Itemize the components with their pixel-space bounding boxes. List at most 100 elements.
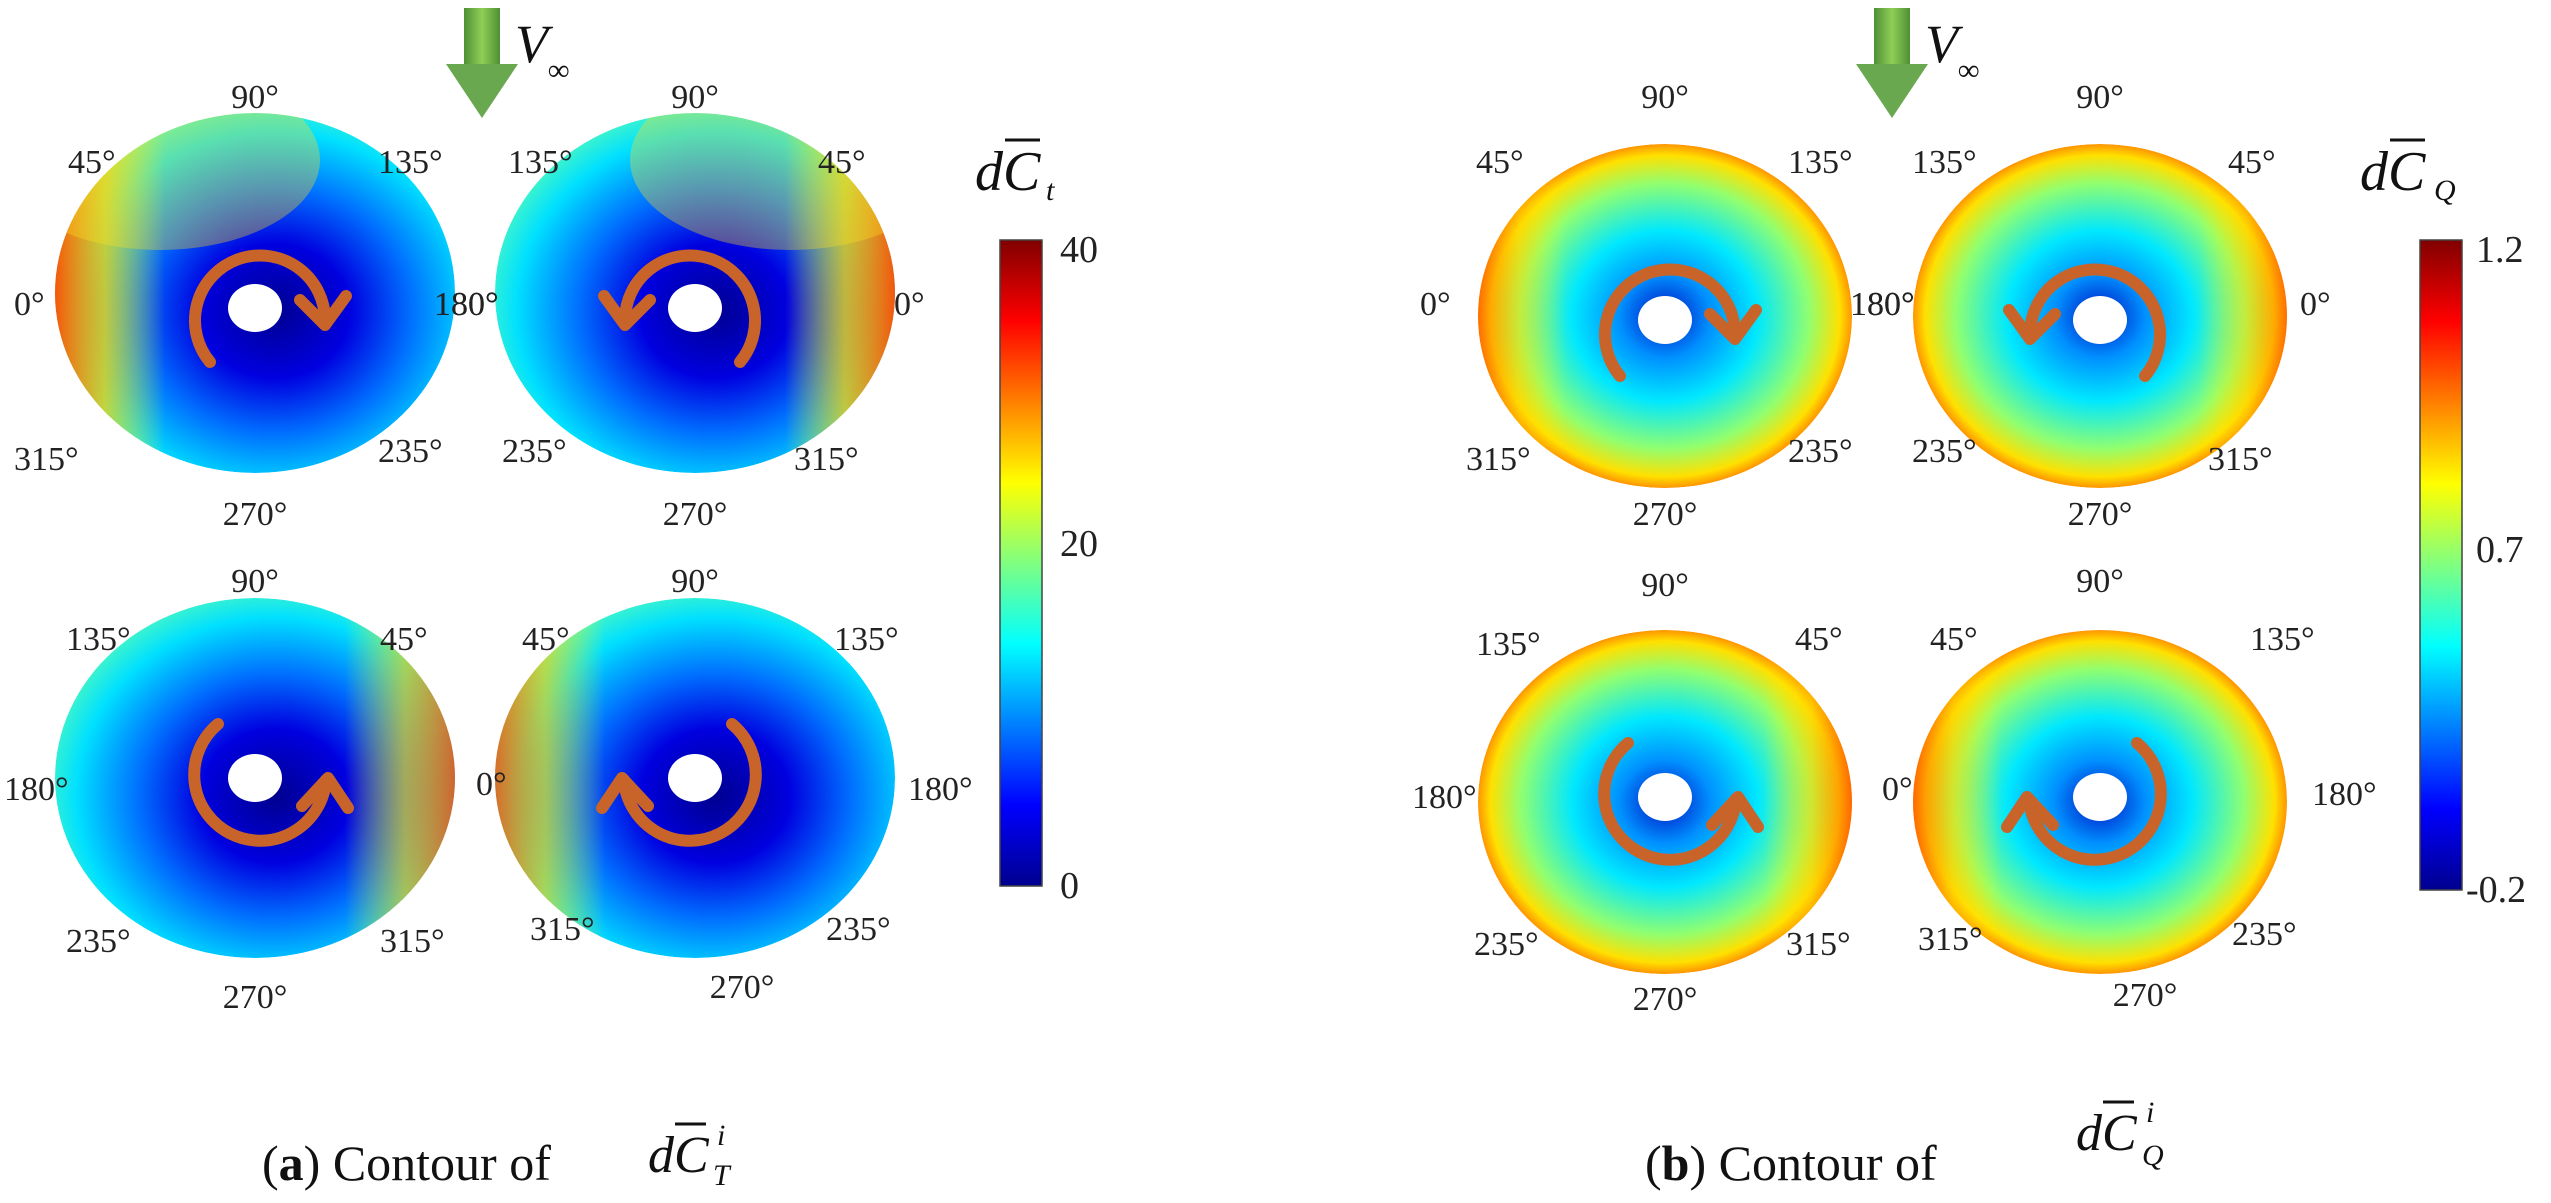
angles-a-disc-3: 90° 135° 45° 180° 235° 315° 270° — [4, 563, 445, 1016]
svg-text:270°: 270° — [223, 496, 288, 533]
caption-a-math: dC — [648, 1127, 710, 1184]
caption-b-sup: i — [2146, 1096, 2154, 1129]
angles-b-disc-4: 90° 45° 135° 0° 180° 315° 235° 270° — [1882, 563, 2377, 1014]
svg-text:180°: 180° — [2312, 776, 2377, 813]
angles-b-disc-3: 90° 135° 45° 180° 235° 315° 270° — [1412, 567, 1851, 1018]
svg-text:135°: 135° — [66, 621, 131, 658]
colorbar-b: 1.2 0.7 -0.2 dC Q — [2360, 138, 2526, 911]
colorbar-b-title-sub: Q — [2434, 174, 2456, 207]
svg-text:0°: 0° — [894, 286, 925, 323]
svg-text:180°: 180° — [1412, 779, 1477, 816]
svg-text:135°: 135° — [508, 144, 573, 181]
rotation-arrows — [188, 249, 2167, 866]
svg-text:270°: 270° — [663, 496, 728, 533]
svg-text:180°: 180° — [434, 286, 499, 323]
svg-text:0°: 0° — [1420, 286, 1451, 323]
svg-text:45°: 45° — [380, 621, 428, 658]
svg-text:180°: 180° — [1850, 286, 1915, 323]
caption-b-sub: Q — [2142, 1139, 2164, 1172]
angles-b-disc-2: 90° 135° 45° 180° 0° 235° 315° 270° — [1850, 79, 2331, 533]
svg-text:235°: 235° — [66, 923, 131, 960]
svg-text:315°: 315° — [1466, 441, 1531, 478]
colorbar-a-tick-mid: 20 — [1060, 523, 1098, 565]
svg-text:0°: 0° — [14, 286, 45, 323]
freestream-label-b: V — [1925, 14, 1964, 74]
svg-text:45°: 45° — [1476, 144, 1524, 181]
caption-a: (a) Contour of dC i T — [262, 1119, 732, 1192]
svg-text:180°: 180° — [908, 771, 973, 808]
svg-text:315°: 315° — [2208, 441, 2273, 478]
svg-text:315°: 315° — [1918, 921, 1983, 958]
angles-a-disc-2: 90° 135° 45° 180° 0° 235° 315° 270° — [434, 79, 925, 533]
freestream-label-a: V — [515, 14, 554, 74]
svg-text:235°: 235° — [378, 433, 443, 470]
freestream-sub-b: ∞ — [1958, 54, 1979, 87]
angles-a-disc-4: 90° 45° 135° 0° 180° 315° 235° 270° — [476, 563, 973, 1006]
colorbar-a-tick-max: 40 — [1060, 229, 1098, 271]
caption-a-sub: T — [713, 1159, 732, 1192]
colorbar-a-title: dC — [975, 141, 1041, 203]
caption-b-letter: b — [1662, 1135, 1690, 1191]
svg-text:270°: 270° — [710, 969, 775, 1006]
svg-text:45°: 45° — [522, 621, 570, 658]
freestream-arrow-a: V ∞ — [446, 8, 569, 118]
svg-text:270°: 270° — [223, 979, 288, 1016]
colorbar-a-title-sub: t — [1046, 174, 1055, 207]
freestream-arrow-b: V ∞ — [1856, 8, 1979, 118]
svg-text:90°: 90° — [671, 79, 719, 116]
svg-text:180°: 180° — [434, 286, 499, 323]
svg-text:135°: 135° — [378, 144, 443, 181]
svg-text:270°: 270° — [1633, 981, 1698, 1018]
colorbar-a: 40 20 0 dC t — [975, 138, 1098, 907]
svg-text:135°: 135° — [834, 621, 899, 658]
svg-text:(b) Contour of: (b) Contour of — [1645, 1135, 1937, 1191]
svg-text:90°: 90° — [1641, 79, 1689, 116]
caption-b-math: dC — [2076, 1105, 2138, 1162]
caption-b-text: Contour of — [1719, 1135, 1937, 1191]
svg-text:90°: 90° — [2076, 563, 2124, 600]
svg-text:90°: 90° — [1641, 567, 1689, 604]
svg-text:135°: 135° — [1912, 144, 1977, 181]
svg-text:45°: 45° — [818, 144, 866, 181]
svg-text:315°: 315° — [794, 441, 859, 478]
hubs — [228, 284, 2127, 821]
svg-text:315°: 315° — [380, 923, 445, 960]
svg-text:0°: 0° — [1882, 771, 1913, 808]
svg-text:235°: 235° — [1788, 433, 1853, 470]
svg-text:315°: 315° — [14, 441, 79, 478]
svg-text:(a) Contour of: (a) Contour of — [262, 1135, 551, 1191]
svg-text:235°: 235° — [502, 433, 567, 470]
colorbar-b-title: dC — [2360, 141, 2426, 203]
svg-text:235°: 235° — [2232, 916, 2297, 953]
svg-text:235°: 235° — [826, 911, 891, 948]
panel-a-disc-1 — [55, 113, 455, 473]
svg-text:235°: 235° — [1474, 926, 1539, 963]
colorbar-a-tick-min: 0 — [1060, 865, 1079, 907]
svg-text:90°: 90° — [671, 563, 719, 600]
svg-text:0°: 0° — [2300, 286, 2331, 323]
svg-text:90°: 90° — [231, 563, 279, 600]
svg-text:270°: 270° — [2113, 977, 2178, 1014]
svg-text:90°: 90° — [231, 79, 279, 116]
svg-text:270°: 270° — [1633, 496, 1698, 533]
angles-b-disc-1: 90° 45° 135° 0° 180° 315° 235° 270° — [1420, 79, 1915, 533]
svg-text:315°: 315° — [530, 911, 595, 948]
svg-text:180°: 180° — [1850, 286, 1915, 323]
caption-a-letter: a — [279, 1135, 304, 1191]
svg-text:45°: 45° — [68, 144, 116, 181]
angles-a-disc-1: 90° 45° 135° 0° 180° 315° 235° 270° — [14, 79, 499, 533]
svg-text:135°: 135° — [1476, 626, 1541, 663]
svg-text:45°: 45° — [2228, 144, 2276, 181]
svg-text:45°: 45° — [1795, 621, 1843, 658]
colorbar-b-tick-max: 1.2 — [2476, 229, 2524, 271]
freestream-sub-a: ∞ — [548, 54, 569, 87]
caption-a-text: Contour of — [333, 1135, 551, 1191]
colorbar-b-tick-min: -0.2 — [2466, 869, 2526, 911]
svg-text:45°: 45° — [1930, 621, 1978, 658]
caption-b: (b) Contour of dC i Q — [1645, 1096, 2164, 1191]
svg-text:0°: 0° — [476, 766, 507, 803]
svg-text:135°: 135° — [2250, 621, 2315, 658]
svg-text:270°: 270° — [2068, 496, 2133, 533]
svg-text:235°: 235° — [1912, 433, 1977, 470]
